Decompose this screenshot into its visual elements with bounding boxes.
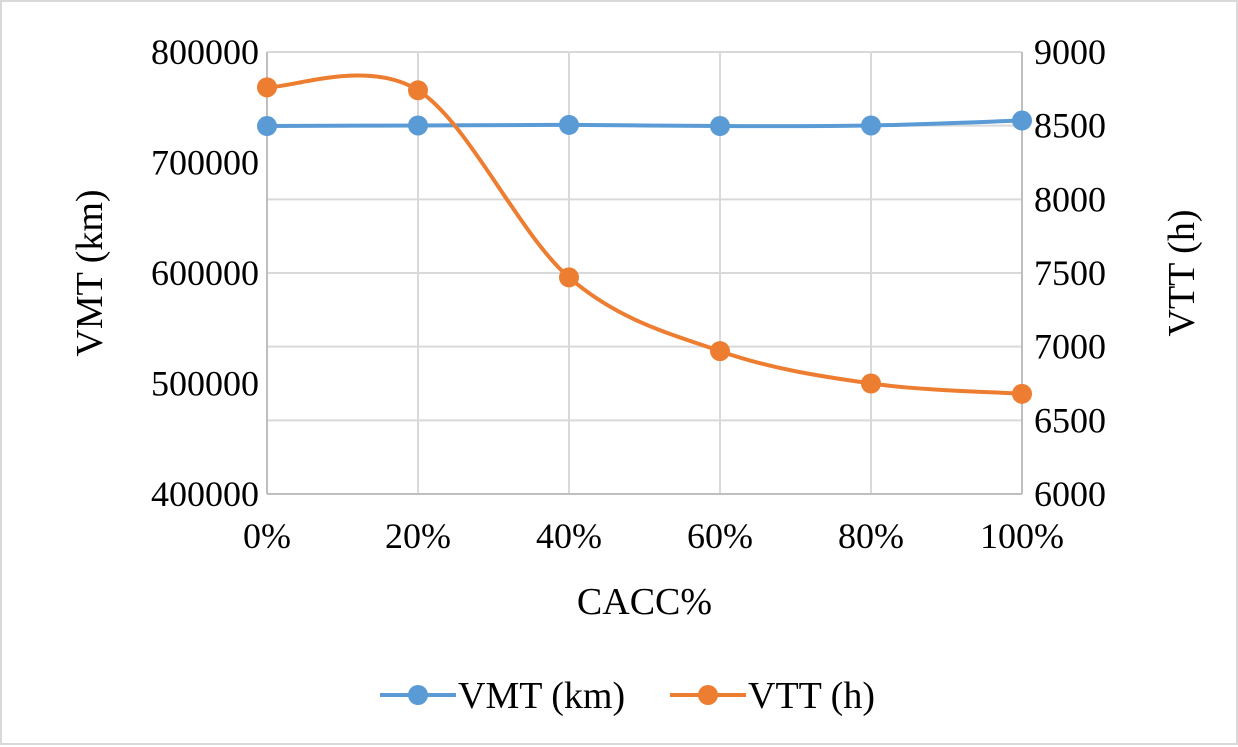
y2-tick-label: 7000 [1034, 327, 1106, 367]
y2-tick-label: 8000 [1034, 179, 1106, 219]
y2-tick-label: 6500 [1034, 400, 1106, 440]
x-axis-title: CACC% [577, 581, 712, 623]
x-tick-label: 60% [687, 516, 753, 556]
series-line-1 [266, 73, 1023, 396]
series-lines [257, 73, 1032, 404]
y2-tick-label: 6000 [1034, 474, 1106, 514]
legend-item-vtt: VTT (h) [670, 675, 875, 717]
x-tick-label: 0% [243, 516, 291, 556]
data-point [257, 77, 277, 98]
y-tick-label: 600000 [151, 253, 259, 293]
legend-label: VMT (km) [458, 675, 625, 717]
y-tick-label: 700000 [151, 143, 259, 183]
legend: VMT (km) VTT (h) [380, 675, 875, 717]
series-line-0 [266, 118, 1023, 129]
y-axis-title: VMT (km) [69, 189, 111, 356]
gridlines [266, 51, 1023, 495]
y2-tick-label: 8500 [1034, 106, 1106, 146]
y-tick-label: 400000 [151, 474, 259, 514]
data-point [1012, 110, 1032, 131]
tick-labels: 6000 6500 7000 7500 8000 8500 9000 400000 500000… [151, 32, 1106, 556]
data-point [1012, 383, 1032, 404]
data-point [710, 341, 730, 362]
x-tick-label: 100% [980, 516, 1064, 556]
x-tick-label: 80% [838, 516, 904, 556]
legend-item-vmt: VMT (km) [380, 675, 625, 717]
legend-swatch-marker [698, 685, 718, 705]
data-point [408, 115, 428, 136]
legend-swatch-marker [408, 685, 428, 705]
x-tick-label: 20% [385, 516, 451, 556]
legend-label: VTT (h) [748, 675, 875, 717]
data-point [257, 116, 277, 137]
y-tick-label: 500000 [151, 364, 259, 404]
data-point [559, 114, 579, 135]
data-point [408, 80, 428, 101]
y2-tick-label: 7500 [1034, 253, 1106, 293]
data-point [710, 116, 730, 137]
data-point [861, 373, 881, 394]
x-tick-label: 40% [536, 516, 602, 556]
data-point [861, 115, 881, 136]
y-tick-label: 800000 [151, 32, 259, 72]
y2-axis-title: VTT (h) [1161, 210, 1203, 337]
data-point [559, 267, 579, 288]
y2-tick-label: 9000 [1034, 32, 1106, 72]
